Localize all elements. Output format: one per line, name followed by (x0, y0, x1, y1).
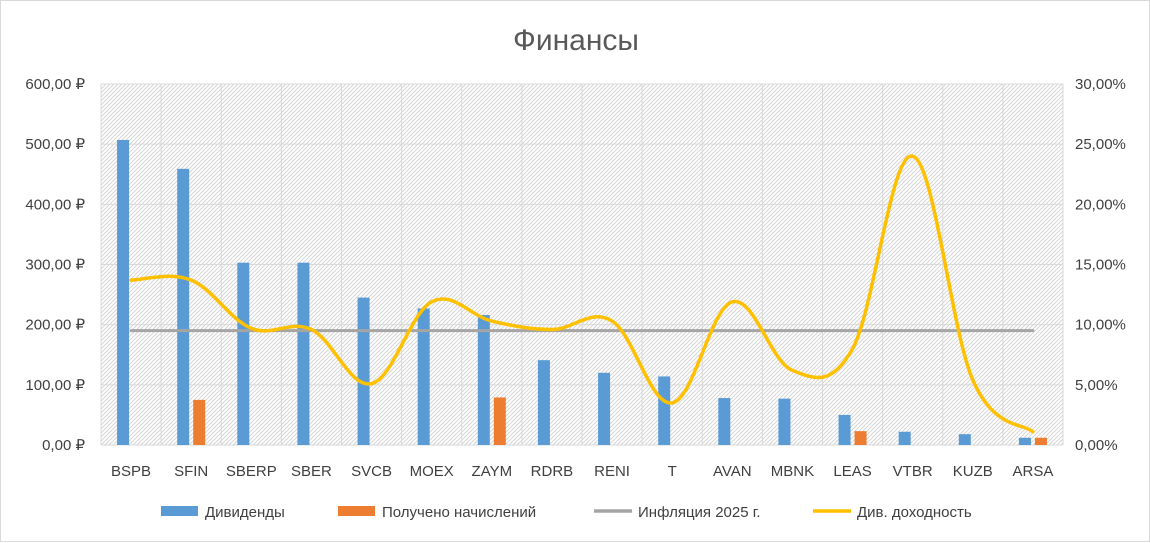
right-axis-ticks: 0,00% 5,00% 10,00% 15,00% 20,00% 25,00% 30,00% (1075, 76, 1126, 454)
category-labels: BSPB SFIN SBERP SBER SVCB MOEX ZAYM RDRB RENI T AV… (111, 463, 1053, 480)
legend-label: Инфляция 2025 г. (638, 504, 761, 521)
bar-dividends-reni (598, 372, 611, 445)
line-series (129, 154, 1035, 434)
right-tick-label: 5,00% (1075, 377, 1118, 394)
category-label: MOEX (410, 463, 454, 480)
right-tick-label: 10,00% (1075, 317, 1126, 334)
left-tick-label: 300,00 ₽ (25, 257, 85, 274)
left-tick-label: 200,00 ₽ (25, 317, 85, 334)
right-tick-label: 30,00% (1075, 76, 1126, 93)
bar-dividends-sfin (177, 168, 190, 445)
chart-title: Финансы (513, 24, 639, 57)
category-label: MBNK (771, 463, 814, 480)
bar-dividends-leas (838, 414, 851, 445)
category-label: SFIN (174, 463, 208, 480)
bar-series (117, 139, 1047, 445)
bar-accruals-arsa (1034, 437, 1047, 445)
category-label: SBER (291, 463, 332, 480)
bar-dividends-sber (297, 262, 310, 445)
bar-accruals-zaym (493, 397, 506, 445)
bar-dividends-svcb (357, 297, 370, 445)
legend-item: Дивиденды (161, 504, 285, 521)
category-label: LEAS (833, 463, 871, 480)
bar-dividends-vtbr (898, 431, 911, 445)
category-label: RENI (594, 463, 630, 480)
right-tick-label: 15,00% (1075, 257, 1126, 274)
bar-dividends-zaym (477, 315, 490, 445)
right-tick-label: 25,00% (1075, 136, 1126, 153)
category-label: SBERP (226, 463, 277, 480)
bar-dividends-kuzb (958, 434, 971, 445)
bar-dividends-sberp (237, 262, 250, 445)
legend: Дивиденды Получено начислений Инфляция 202… (161, 504, 972, 521)
legend-label: Див. доходность (857, 504, 972, 521)
gridlines (100, 83, 1064, 446)
left-tick-label: 100,00 ₽ (25, 377, 85, 394)
category-label: KUZB (953, 463, 993, 480)
bar-dividends-avan (718, 398, 731, 445)
legend-item: Див. доходность (813, 504, 972, 521)
category-label: AVAN (713, 463, 752, 480)
bar-accruals-sfin (193, 399, 206, 445)
category-label: ZAYM (472, 463, 513, 480)
bar-dividends-moex (417, 308, 430, 445)
legend-label: Получено начислений (382, 504, 536, 521)
bar-accruals-leas (854, 431, 867, 445)
legend-label: Дивиденды (205, 504, 285, 521)
left-axis-ticks: 0,00 ₽ 100,00 ₽ 200,00 ₽ 300,00 ₽ 400,00 ₽ 50… (25, 76, 85, 454)
category-label: T (668, 463, 677, 480)
dividend-yield-line (129, 154, 1035, 434)
bar-dividends-t (658, 376, 671, 445)
left-tick-label: 400,00 ₽ (25, 196, 85, 213)
bar-dividends-bspb (117, 139, 130, 445)
bar-dividends-rdrb (537, 360, 550, 445)
legend-swatch (161, 506, 198, 516)
right-tick-label: 20,00% (1075, 196, 1126, 213)
right-tick-label: 0,00% (1075, 437, 1118, 454)
category-label: SVCB (351, 463, 392, 480)
category-label: BSPB (111, 463, 151, 480)
left-tick-label: 600,00 ₽ (25, 76, 85, 93)
legend-item: Инфляция 2025 г. (594, 504, 761, 521)
category-label: VTBR (893, 463, 933, 480)
legend-swatch (338, 506, 375, 516)
bar-dividends-arsa (1018, 437, 1031, 445)
left-tick-label: 500,00 ₽ (25, 136, 85, 153)
category-label: RDRB (531, 463, 574, 480)
bar-dividends-mbnk (778, 398, 791, 445)
legend-item: Получено начислений (338, 504, 536, 521)
category-label: ARSA (1013, 463, 1054, 480)
left-tick-label: 0,00 ₽ (42, 437, 85, 454)
